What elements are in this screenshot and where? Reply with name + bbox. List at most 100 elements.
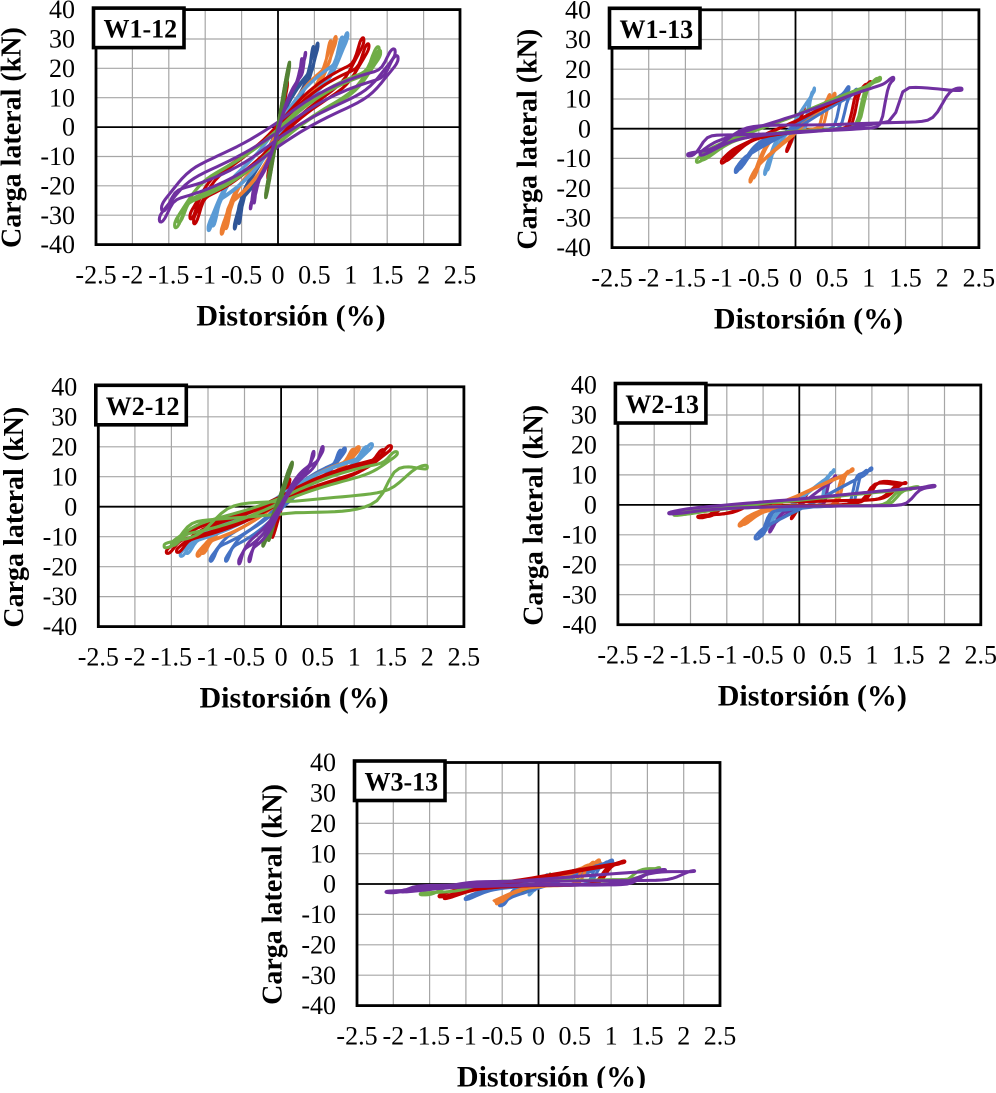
svg-text:40: 40 — [310, 748, 336, 777]
svg-text:0.5: 0.5 — [298, 261, 331, 290]
svg-text:2: 2 — [677, 1022, 690, 1051]
svg-text:-40: -40 — [43, 612, 78, 641]
svg-text:-20: -20 — [556, 174, 591, 203]
svg-text:10: 10 — [310, 839, 336, 868]
svg-text:Distorsión (%): Distorsión (%) — [457, 1061, 646, 1088]
svg-text:-30: -30 — [40, 201, 75, 230]
svg-text:Distorsión (%): Distorsión (%) — [718, 680, 907, 713]
svg-text:10: 10 — [49, 83, 75, 112]
svg-text:30: 30 — [571, 401, 597, 430]
svg-text:20: 20 — [565, 55, 591, 84]
svg-text:-20: -20 — [301, 930, 336, 959]
svg-text:0: 0 — [323, 870, 336, 899]
svg-text:-20: -20 — [562, 550, 597, 579]
svg-text:30: 30 — [49, 25, 75, 54]
svg-text:20: 20 — [571, 431, 597, 460]
svg-text:W1-13: W1-13 — [620, 15, 694, 44]
svg-text:-2: -2 — [382, 1022, 404, 1051]
svg-text:0: 0 — [532, 1022, 545, 1051]
svg-text:10: 10 — [571, 461, 597, 490]
svg-text:20: 20 — [310, 809, 336, 838]
svg-text:W2-12: W2-12 — [106, 392, 180, 421]
svg-text:0: 0 — [584, 491, 597, 520]
svg-text:W2-13: W2-13 — [625, 390, 699, 419]
svg-text:40: 40 — [51, 372, 77, 401]
svg-text:Carga lateral (kN): Carga lateral (kN) — [258, 784, 289, 1005]
svg-text:-1.5: -1.5 — [148, 261, 189, 290]
svg-text:20: 20 — [51, 432, 77, 461]
svg-text:1: 1 — [344, 261, 357, 290]
svg-text:2: 2 — [938, 641, 951, 670]
svg-text:-40: -40 — [40, 230, 75, 259]
svg-text:-1.5: -1.5 — [151, 643, 192, 672]
svg-text:-1.5: -1.5 — [670, 641, 711, 670]
svg-text:W3-13: W3-13 — [365, 768, 439, 797]
svg-text:-1: -1 — [197, 643, 219, 672]
svg-text:1.5: 1.5 — [889, 264, 922, 293]
svg-text:-0.5: -0.5 — [743, 641, 784, 670]
svg-text:-0.5: -0.5 — [738, 264, 779, 293]
svg-text:1.5: 1.5 — [892, 641, 925, 670]
svg-text:-40: -40 — [301, 991, 336, 1020]
svg-text:-2.5: -2.5 — [591, 264, 632, 293]
svg-text:2: 2 — [421, 643, 434, 672]
svg-text:10: 10 — [51, 462, 77, 491]
svg-text:-0.5: -0.5 — [482, 1022, 523, 1051]
svg-text:2.5: 2.5 — [963, 264, 996, 293]
svg-text:-10: -10 — [556, 144, 591, 173]
svg-text:-20: -20 — [43, 552, 78, 581]
svg-text:-10: -10 — [301, 900, 336, 929]
svg-text:-1.5: -1.5 — [665, 264, 706, 293]
svg-text:-30: -30 — [556, 204, 591, 233]
svg-text:-1: -1 — [716, 641, 738, 670]
svg-text:0: 0 — [793, 641, 806, 670]
svg-text:1: 1 — [865, 641, 878, 670]
svg-text:-2: -2 — [124, 643, 146, 672]
svg-text:0: 0 — [275, 643, 288, 672]
svg-text:40: 40 — [565, 0, 591, 24]
svg-text:Distorsión (%): Distorsión (%) — [714, 303, 903, 336]
svg-text:0.5: 0.5 — [301, 643, 334, 672]
svg-text:1: 1 — [348, 643, 361, 672]
svg-text:-1: -1 — [711, 264, 733, 293]
svg-text:1: 1 — [605, 1022, 618, 1051]
svg-text:2.5: 2.5 — [444, 261, 477, 290]
svg-text:2: 2 — [417, 261, 430, 290]
svg-text:1.5: 1.5 — [375, 643, 408, 672]
svg-text:-2.5: -2.5 — [597, 641, 638, 670]
svg-text:Carga lateral (kN): Carga lateral (kN) — [513, 29, 544, 250]
svg-text:2.5: 2.5 — [965, 641, 996, 670]
svg-text:1.5: 1.5 — [371, 261, 404, 290]
svg-text:-0.5: -0.5 — [221, 261, 262, 290]
svg-text:-40: -40 — [562, 610, 597, 639]
svg-text:0: 0 — [578, 114, 591, 143]
svg-text:-20: -20 — [40, 171, 75, 200]
svg-text:-2: -2 — [643, 641, 665, 670]
svg-text:-2.5: -2.5 — [75, 261, 116, 290]
svg-text:-1: -1 — [455, 1022, 477, 1051]
svg-text:Carga lateral (kN): Carga lateral (kN) — [518, 405, 549, 626]
svg-text:0.5: 0.5 — [559, 1022, 592, 1051]
svg-text:Carga lateral (kN): Carga lateral (kN) — [0, 27, 28, 248]
svg-text:30: 30 — [310, 779, 336, 808]
svg-text:0.5: 0.5 — [819, 641, 852, 670]
svg-text:30: 30 — [565, 25, 591, 54]
svg-text:Distorsión (%): Distorsión (%) — [200, 682, 389, 715]
svg-text:-10: -10 — [40, 142, 75, 171]
svg-text:Distorsión (%): Distorsión (%) — [196, 300, 385, 333]
svg-text:-30: -30 — [301, 961, 336, 990]
svg-text:Carga lateral (kN): Carga lateral (kN) — [0, 407, 30, 628]
svg-text:-0.5: -0.5 — [224, 643, 265, 672]
svg-text:-2.5: -2.5 — [336, 1022, 377, 1051]
svg-text:0: 0 — [789, 264, 802, 293]
svg-text:-1.5: -1.5 — [409, 1022, 450, 1051]
svg-text:-2.5: -2.5 — [78, 643, 119, 672]
svg-text:40: 40 — [571, 371, 597, 400]
svg-text:0: 0 — [272, 261, 285, 290]
svg-text:0.5: 0.5 — [816, 264, 849, 293]
svg-text:-2: -2 — [638, 264, 660, 293]
svg-text:W1-12: W1-12 — [104, 15, 178, 44]
svg-text:2.5: 2.5 — [448, 643, 481, 672]
svg-text:-40: -40 — [556, 233, 591, 262]
svg-text:30: 30 — [51, 402, 77, 431]
